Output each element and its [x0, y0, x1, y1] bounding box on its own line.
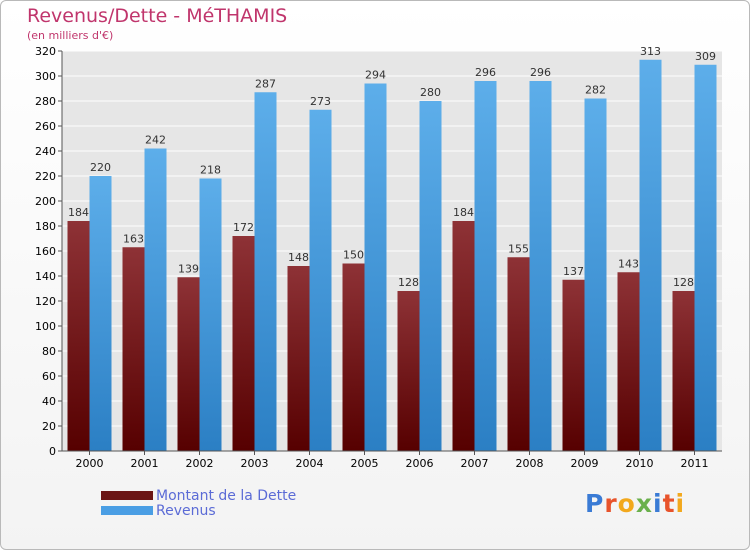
data-label-revenus: 218 [200, 164, 221, 177]
data-label-revenus: 294 [365, 69, 386, 82]
data-label-dette: 139 [178, 262, 199, 275]
x-tick-label: 2007 [461, 457, 489, 470]
y-tick-label: 280 [35, 95, 56, 108]
chart-title: Revenus/Dette - MéTHAMIS [27, 5, 288, 27]
bar-revenus [309, 109, 332, 451]
y-tick-label: 180 [35, 220, 56, 233]
proxiti-logo: Proxiti [585, 489, 685, 518]
logo-letter: x [635, 489, 653, 518]
bar-dette [617, 272, 640, 451]
logo-letter: P [585, 489, 605, 518]
logo-letter: t [662, 489, 676, 518]
data-label-dette: 137 [563, 265, 584, 278]
y-tick-label: 220 [35, 170, 56, 183]
y-tick-label: 80 [42, 345, 56, 358]
x-tick-label: 2001 [131, 457, 159, 470]
data-label-dette: 172 [233, 221, 254, 234]
legend: Montant de la Dette Revenus [101, 487, 297, 519]
x-tick-label: 2011 [681, 457, 709, 470]
bar-dette [67, 221, 90, 451]
data-label-dette: 184 [453, 206, 474, 219]
y-tick-label: 120 [35, 295, 56, 308]
x-tick-label: 2004 [296, 457, 324, 470]
y-tick-label: 200 [35, 195, 56, 208]
bar-dette [672, 291, 695, 451]
data-label-dette: 155 [508, 242, 529, 255]
x-tick-label: 2008 [516, 457, 544, 470]
y-tick-label: 140 [35, 270, 56, 283]
x-tick-label: 2000 [76, 457, 104, 470]
y-tick-label: 60 [42, 370, 56, 383]
y-tick-label: 100 [35, 320, 56, 333]
data-label-revenus: 282 [585, 84, 606, 97]
legend-item-revenus: Revenus [101, 502, 296, 519]
logo-letter: r [604, 489, 618, 518]
bar-revenus [364, 83, 387, 451]
x-tick-label: 2010 [626, 457, 654, 470]
y-tick-label: 240 [35, 145, 56, 158]
y-tick-label: 20 [42, 420, 56, 433]
bar-dette [342, 263, 365, 451]
bar-dette [397, 291, 420, 451]
bar-revenus [474, 81, 497, 451]
data-label-revenus: 296 [530, 66, 551, 79]
data-label-dette: 128 [673, 276, 694, 289]
data-label-dette: 143 [618, 257, 639, 270]
bar-revenus [254, 92, 277, 451]
y-tick-label: 40 [42, 395, 56, 408]
bar-revenus [199, 178, 222, 451]
data-label-revenus: 309 [695, 50, 716, 63]
legend-swatch-revenus [101, 506, 153, 515]
bar-revenus [694, 64, 717, 451]
data-label-revenus: 242 [145, 134, 166, 147]
legend-label-debt: Montant de la Dette [156, 487, 297, 504]
data-label-dette: 148 [288, 251, 309, 264]
logo-letter: o [617, 489, 636, 518]
data-label-revenus: 280 [420, 86, 441, 99]
y-tick-label: 320 [35, 45, 56, 58]
legend-label-revenus: Revenus [156, 502, 216, 519]
y-tick-label: 260 [35, 120, 56, 133]
legend-item-debt: Montant de la Dette [101, 487, 297, 504]
bar-dette [122, 247, 145, 451]
bar-dette [287, 266, 310, 451]
bar-revenus [419, 101, 442, 451]
bar-revenus [144, 148, 167, 451]
logo-letter: i [675, 489, 686, 518]
y-tick-label: 160 [35, 245, 56, 258]
x-tick-label: 2003 [241, 457, 269, 470]
x-tick-label: 2009 [571, 457, 599, 470]
legend-swatch-debt [101, 491, 153, 500]
x-tick-label: 2006 [406, 457, 434, 470]
bar-dette [507, 257, 530, 451]
data-label-dette: 150 [343, 249, 364, 262]
x-tick-label: 2002 [186, 457, 214, 470]
bar-dette [562, 279, 585, 451]
chart-subtitle: (en milliers d'€) [27, 29, 114, 42]
data-label-dette: 128 [398, 276, 419, 289]
data-label-dette: 184 [68, 206, 89, 219]
bar-revenus [584, 98, 607, 451]
data-label-revenus: 296 [475, 66, 496, 79]
y-tick-label: 300 [35, 70, 56, 83]
bar-dette [452, 221, 475, 451]
y-tick-label: 0 [49, 445, 56, 458]
bar-dette [232, 236, 255, 451]
x-tick-label: 2005 [351, 457, 379, 470]
data-label-dette: 163 [123, 232, 144, 245]
bar-revenus [639, 59, 662, 451]
bar-revenus [529, 81, 552, 451]
bar-revenus [89, 176, 112, 451]
data-label-revenus: 287 [255, 77, 276, 90]
data-label-revenus: 313 [640, 45, 661, 58]
data-label-revenus: 220 [90, 161, 111, 174]
bar-dette [177, 277, 200, 451]
data-label-revenus: 273 [310, 95, 331, 108]
logo-letter: i [653, 489, 663, 518]
